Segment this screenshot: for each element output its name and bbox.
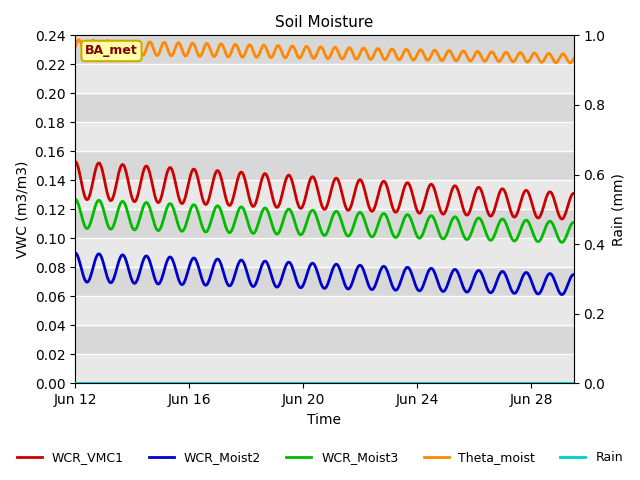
Text: BA_met: BA_met [85, 45, 138, 58]
Bar [75, 354, 573, 384]
Bar [75, 267, 573, 296]
Bar [75, 93, 573, 122]
Legend: WCR_VMC1, WCR_Moist2, WCR_Moist3, Theta_moist, Rain: WCR_VMC1, WCR_Moist2, WCR_Moist3, Theta_… [12, 446, 628, 469]
X-axis label: Time: Time [307, 413, 341, 427]
Bar [75, 36, 573, 64]
Bar [75, 209, 573, 239]
Bar [75, 296, 573, 325]
Bar [75, 122, 573, 151]
Bar [75, 239, 573, 267]
Bar [75, 151, 573, 180]
Bar [75, 64, 573, 93]
Title: Soil Moisture: Soil Moisture [275, 15, 374, 30]
Bar [75, 180, 573, 209]
Y-axis label: Rain (mm): Rain (mm) [611, 173, 625, 246]
Bar [75, 325, 573, 354]
Y-axis label: VWC (m3/m3): VWC (m3/m3) [15, 161, 29, 258]
